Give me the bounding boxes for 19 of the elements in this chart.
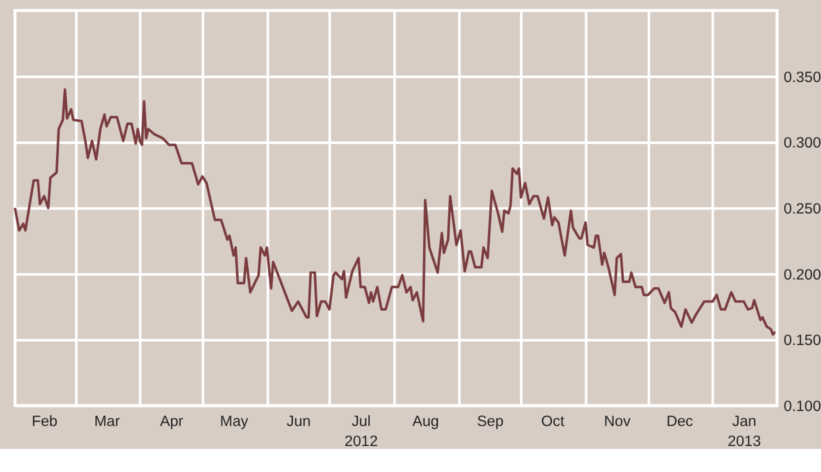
x-tick-label: Jul 2012: [344, 413, 378, 450]
x-tick-label: Nov: [604, 413, 632, 430]
y-tick-label: 0.100: [784, 398, 821, 416]
x-tick-label: Jun: [286, 413, 311, 430]
y-tick-label: 0.250: [784, 200, 821, 218]
x-tick-label: Apr: [160, 413, 184, 430]
y-tick-label: 0.150: [784, 332, 821, 350]
x-tick-label: Aug: [412, 413, 439, 430]
x-tick-label: Dec: [666, 413, 694, 430]
x-tick-label: May: [220, 413, 249, 430]
x-tick-label: Oct: [541, 413, 566, 430]
y-tick-label: 0.350: [784, 68, 821, 86]
y-tick-label: 0.200: [784, 266, 821, 284]
x-tick-label: Mar: [94, 413, 120, 430]
x-tick-label: Feb: [32, 413, 58, 430]
line-series: [14, 88, 776, 336]
x-tick-label: Jan 2013: [728, 413, 761, 450]
x-tick-label: Sep: [476, 413, 504, 430]
y-tick-label: 0.300: [784, 134, 821, 152]
